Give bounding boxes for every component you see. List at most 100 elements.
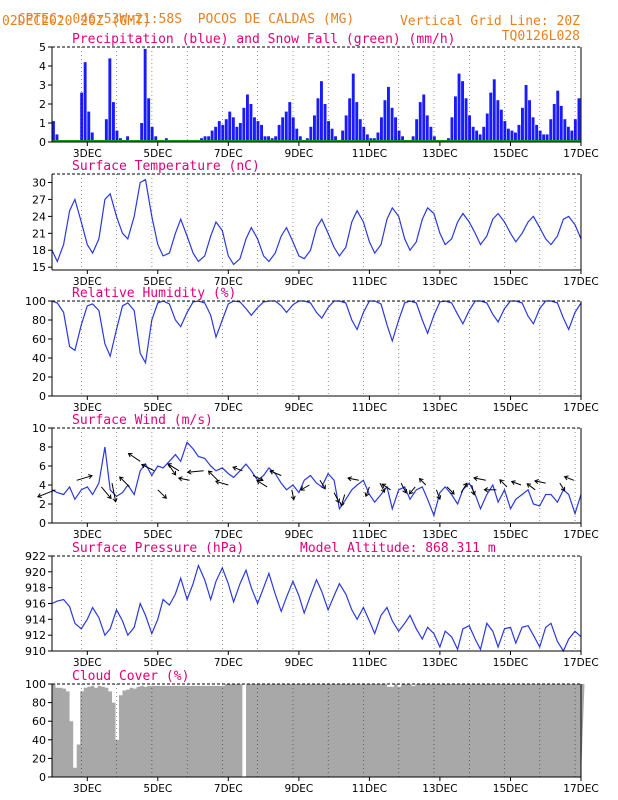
y-tick-label: 3 [39, 79, 46, 92]
precip-bar [489, 92, 493, 142]
precip-bar [461, 81, 464, 142]
precip-bar [126, 136, 129, 142]
y-tick-label: 4 [39, 479, 46, 492]
wind-line [51, 441, 582, 518]
precip-bar [323, 104, 327, 142]
y-tick-label: 60 [32, 715, 46, 728]
wind-arrow-head [177, 476, 183, 482]
precip-bar [535, 124, 539, 142]
wind-arrow [207, 470, 219, 481]
wind-arrow [408, 486, 416, 495]
x-tick-label: 3DEC [73, 783, 102, 795]
y-tick-label: 912 [25, 629, 46, 642]
x-tick-label: 13DEC [422, 529, 457, 541]
wind-arrow [76, 474, 93, 481]
wind-arrow-shaft [167, 463, 180, 472]
wind-arrow [364, 486, 370, 498]
x-tick-label: 11DEC [352, 783, 387, 795]
y-tick-label: 21 [32, 227, 46, 240]
wind-arrow-shaft [215, 480, 229, 486]
precip-bar [284, 111, 288, 142]
precip-bar [210, 130, 214, 142]
wind-arrow-shaft [178, 477, 190, 481]
x-tick-label: 17DEC [563, 657, 598, 669]
wind-arrow-head [290, 495, 296, 501]
y-tick-label: 920 [25, 566, 46, 579]
y-tick-label: 40 [32, 352, 46, 365]
x-tick-label: 7DEC [214, 783, 243, 795]
rh-title: Relative Humidity (%) [72, 286, 236, 301]
y-tick-label: 922 [25, 550, 46, 563]
wind-arrow-shaft [564, 476, 575, 481]
wind-arrow [446, 486, 455, 495]
y-tick-label: 6 [39, 460, 46, 473]
x-tick-label: 15DEC [493, 529, 528, 541]
x-tick-label: 9DEC [285, 276, 314, 288]
header-location: POCOS DE CALDAS (MG) [197, 12, 355, 27]
wind-arrow-shaft [365, 486, 370, 497]
x-tick-label: 7DEC [214, 276, 243, 288]
y-tick-label: 0 [39, 771, 46, 784]
precip-bar [112, 102, 115, 142]
wind-arrow-head [171, 470, 177, 476]
wind-arrow [167, 463, 180, 472]
x-tick-label: 13DEC [422, 276, 457, 288]
precip-bar [147, 98, 151, 142]
wind-arrow-head [381, 483, 387, 489]
x-tick-label: 3DEC [73, 402, 102, 414]
wind-arrow-head [269, 469, 275, 475]
precip-bar [506, 128, 510, 142]
x-tick-label: 7DEC [214, 529, 243, 541]
wind-arrow [510, 480, 522, 486]
wind-arrow [177, 476, 190, 482]
y-tick-label: 80 [32, 697, 46, 710]
wind-arrow-head [526, 483, 532, 488]
wind-arrow [157, 489, 167, 499]
wind-arrow-shaft [333, 492, 340, 503]
precip-bar [517, 124, 521, 142]
x-tick-label: 15DEC [493, 148, 528, 160]
wind-arrow [559, 482, 566, 492]
precip-bar [401, 136, 404, 142]
precip-bar [355, 102, 359, 142]
y-tick-label: 4 [39, 60, 46, 73]
precip-bar [471, 126, 475, 142]
precip-bar [566, 126, 570, 142]
wind-arrow [37, 489, 56, 498]
wind-arrow-shaft [256, 480, 268, 488]
wind-arrow-shaft [37, 489, 56, 498]
wind-arrow-shaft [499, 479, 508, 488]
precip-bar [231, 117, 235, 142]
wind-arrow [435, 489, 442, 500]
x-tick-label: 15DEC [493, 402, 528, 414]
precip-bar [425, 115, 429, 142]
precip-bar [154, 136, 158, 142]
precip-bar [394, 117, 397, 142]
rh-panel: 0 20 40 60 80 100 3DEC 5DEC 7DEC 9DEC 11DEC 13DEC 15… [25, 286, 599, 414]
x-tick-label: 17DEC [563, 402, 598, 414]
x-tick-label: 13DEC [422, 657, 457, 669]
x-tick-label: 11DEC [352, 276, 387, 288]
y-tick-label: 0 [39, 136, 46, 149]
y-tick-label: 30 [32, 177, 46, 190]
x-tick-label: 5DEC [143, 276, 172, 288]
wind-arrow-shaft [101, 486, 112, 499]
x-tick-label: 15DEC [493, 657, 528, 669]
y-tick-label: 40 [32, 734, 46, 747]
wind-arrow-shaft [300, 484, 310, 491]
x-tick-label: 9DEC [285, 783, 314, 795]
precip-bar [309, 126, 313, 142]
press-title: Surface Pressure (hPa) [72, 541, 244, 556]
y-tick-label: 8 [39, 441, 46, 454]
precip-bar [380, 117, 383, 142]
wind-arrow-shaft [167, 463, 177, 476]
wind-arrow-shaft [319, 480, 326, 490]
precip-bar [246, 94, 249, 142]
precip-bar [320, 81, 323, 142]
wind-arrow-head [499, 479, 504, 484]
wind-arrow-shaft [76, 475, 93, 481]
wind-arrow-head [470, 490, 476, 496]
wind-arrow-head [107, 494, 112, 500]
x-tick-label: 11DEC [352, 657, 387, 669]
wind-arrow-head [335, 498, 340, 504]
